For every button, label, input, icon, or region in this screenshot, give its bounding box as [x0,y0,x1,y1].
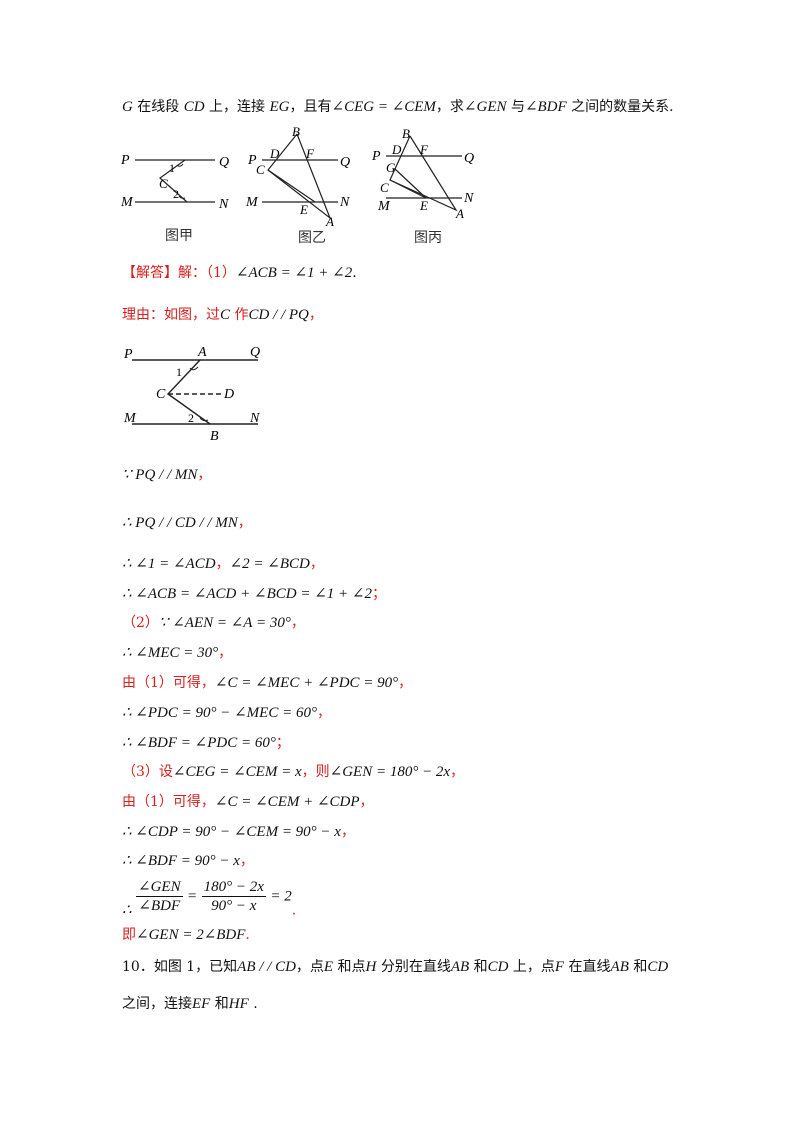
label-n: N [218,197,229,212]
fraction-angles: 180° − 2x 90° − x [201,879,266,914]
proof-line: ∴ ∠BDF = ∠PDC = 60°； [122,735,290,751]
label-p: P [120,153,130,168]
proof-line: ∴ ∠CDP = 90° − ∠CEM = 90° − x， [122,824,355,840]
label-d: D [391,142,402,157]
label-d: D [269,146,280,161]
proof-line: ∵ PQ / / MN， [122,467,212,483]
label-n: N [339,195,350,210]
figure-caption-yi: 图乙 [298,230,326,246]
label-c: C [256,162,265,177]
label-m: M [120,195,134,210]
label-f: F [305,146,315,161]
proof-line: ∴ PQ / / CD / / MN， [122,515,252,531]
figure-solution: P A Q 1 C D M 2 N B [123,345,260,444]
label-m: M [377,199,391,214]
label-b: B [402,126,410,141]
label-p: P [123,347,133,362]
solution-reason-line: 理由：如图，过C 作CD / / PQ， [122,307,323,323]
question-10-line-2: 之间，连接EF 和HF . [122,996,258,1012]
proof-line: ∴ ∠1 = ∠ACD，∠2 = ∠BCD， [122,556,324,572]
proof-line: ∴ ∠PDC = 90° − ∠MEC = 60°， [122,705,331,721]
proof-line: ∴ ∠MEC = 30°， [122,645,233,661]
label-p: P [247,153,257,168]
label-a: A [455,206,464,221]
fraction-line: ∴ ∠GEN ∠BDF = 180° − 2x 90° − x = 2. [122,879,297,919]
proof-line: 由（1）可得，∠C = ∠CEM + ∠CDP， [122,794,374,810]
label-n: N [463,191,474,206]
solution-part-2: （2）∵ ∠AEN = ∠A = 30°， [122,615,305,631]
label-c: C [156,387,166,402]
label-angle-1: 1 [176,365,182,379]
solution-part-1: 【解答】解：（1）∠ACB = ∠1 + ∠2. [122,265,357,281]
figure-yi: P Q M N B D F C E A 图乙 [245,124,350,246]
proof-line: ∴ ∠ACB = ∠ACD + ∠BCD = ∠1 + ∠2； [122,586,386,602]
label-q: Q [219,155,229,170]
figure-caption-bing: 图丙 [414,231,442,246]
label-angle-2: 2 [173,187,179,201]
math-var: G [122,99,133,115]
solution-part-3: （3）设∠CEG = ∠CEM = x，则∠GEN = 180° − 2x， [122,764,465,780]
label-q: Q [464,151,474,166]
label-p: P [371,149,381,164]
label-angle-1: 1 [169,161,175,175]
label-g: G [386,160,396,175]
label-f: F [419,142,429,157]
solution-header: 【解答】解： [122,265,206,281]
problem-statement-line: G 在线段 CD 上，连接 EG，且有∠CEG = ∠CEM，求∠GEN 与∠B… [122,99,674,115]
final-conclusion: 即∠GEN = 2∠BDF. [122,927,250,943]
figure-bing: P Q M N B D F G C E A 图丙 [371,126,474,246]
label-a: A [325,214,334,229]
proof-line: ∴ ∠BDF = 90° − x， [122,853,254,869]
proof-line: 由（1）可得，∠C = ∠MEC + ∠PDC = 90°， [122,675,413,691]
label-angle-2: 2 [188,411,194,425]
label-n: N [249,411,260,426]
figure-jia: P Q M N C 1 2 图甲 [120,153,229,244]
label-m: M [123,411,137,426]
figure-caption-jia: 图甲 [165,229,193,244]
label-d: D [223,387,234,402]
label-q: Q [250,345,260,360]
label-b: B [292,124,300,139]
label-q: Q [340,155,350,170]
label-e: E [299,202,308,217]
question-10-line-1: 10．如图 1，已知AB / / CD，点E 和点H 分别在直线AB 和CD 上… [122,959,669,975]
label-c: C [159,176,168,191]
label-b: B [210,429,219,444]
label-a: A [197,345,207,360]
label-c: C [380,180,389,195]
fraction-gen-bdf: ∠GEN ∠BDF [136,879,183,914]
label-e: E [419,198,428,213]
label-m: M [245,195,259,210]
